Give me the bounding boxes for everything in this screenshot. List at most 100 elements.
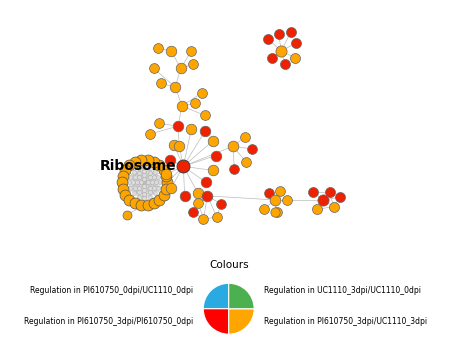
Point (126, 180, 133, 185)
Point (230, 166, 238, 172)
Point (229, 143, 237, 149)
Point (337, 194, 344, 200)
Point (213, 215, 221, 220)
Point (131, 159, 139, 164)
Point (271, 197, 278, 203)
Point (151, 191, 159, 196)
Point (201, 129, 209, 134)
Point (130, 191, 137, 196)
Wedge shape (203, 309, 229, 334)
Text: Regulation in PI610750_0dpi/UC1110_0dpi: Regulation in PI610750_0dpi/UC1110_0dpi (30, 286, 193, 295)
Point (164, 180, 171, 185)
Point (191, 100, 199, 106)
Point (283, 197, 291, 203)
Point (141, 164, 148, 170)
Point (137, 180, 145, 185)
Point (310, 189, 317, 195)
Point (127, 174, 134, 179)
Point (160, 192, 167, 197)
Point (271, 209, 278, 215)
Point (118, 180, 126, 185)
Point (174, 123, 182, 129)
Point (330, 204, 337, 209)
Point (287, 30, 294, 35)
Point (202, 180, 210, 185)
Point (292, 40, 300, 46)
Point (181, 193, 189, 198)
Point (141, 187, 148, 193)
Point (248, 146, 255, 152)
Point (146, 131, 154, 137)
Point (150, 159, 158, 164)
Point (151, 174, 158, 180)
Point (146, 170, 154, 175)
Point (180, 164, 187, 169)
Point (201, 112, 209, 118)
Point (273, 209, 281, 215)
Text: Ribosome: Ribosome (100, 159, 177, 173)
Point (155, 162, 163, 168)
Point (146, 166, 154, 171)
Point (276, 188, 284, 193)
Text: Regulation in PI610750_3dpi/UC1110_3dpi: Regulation in PI610750_3dpi/UC1110_3dpi (264, 317, 428, 326)
Point (172, 84, 179, 90)
Point (156, 180, 164, 185)
Point (146, 194, 154, 199)
Point (150, 66, 158, 71)
Point (155, 197, 163, 203)
Point (163, 186, 170, 192)
Point (137, 202, 145, 208)
Point (160, 168, 167, 173)
Point (151, 169, 159, 174)
Point (212, 153, 219, 158)
Point (146, 185, 154, 191)
Point (268, 55, 276, 61)
Point (188, 48, 195, 54)
Point (155, 174, 162, 179)
Point (119, 186, 127, 192)
Point (204, 193, 211, 198)
Point (119, 173, 127, 179)
Point (175, 143, 183, 149)
Point (264, 36, 272, 42)
Point (189, 209, 197, 215)
Point (135, 174, 143, 180)
Point (265, 191, 273, 196)
Point (157, 80, 164, 86)
Point (126, 197, 133, 203)
Point (154, 45, 162, 51)
Point (129, 180, 137, 185)
Point (177, 66, 184, 71)
Point (133, 180, 141, 185)
Point (130, 169, 137, 174)
Point (141, 176, 148, 181)
Point (163, 173, 170, 179)
Point (260, 206, 268, 212)
Point (243, 160, 250, 165)
Point (200, 216, 207, 222)
Point (162, 172, 170, 177)
Point (141, 183, 148, 189)
Point (198, 90, 206, 95)
Point (167, 185, 175, 191)
Point (167, 48, 175, 54)
Point (123, 212, 131, 217)
Point (194, 191, 202, 196)
Point (135, 185, 143, 191)
Point (146, 190, 154, 195)
Point (151, 185, 158, 191)
Point (135, 170, 143, 175)
Point (314, 206, 321, 212)
Point (166, 157, 173, 162)
Point (131, 201, 139, 206)
Point (131, 174, 138, 180)
Point (144, 157, 152, 163)
Point (121, 192, 129, 197)
Point (277, 48, 285, 54)
Point (170, 142, 178, 148)
Wedge shape (228, 283, 254, 309)
Point (137, 157, 145, 163)
Point (148, 180, 156, 185)
Point (121, 168, 129, 173)
Point (126, 162, 133, 168)
